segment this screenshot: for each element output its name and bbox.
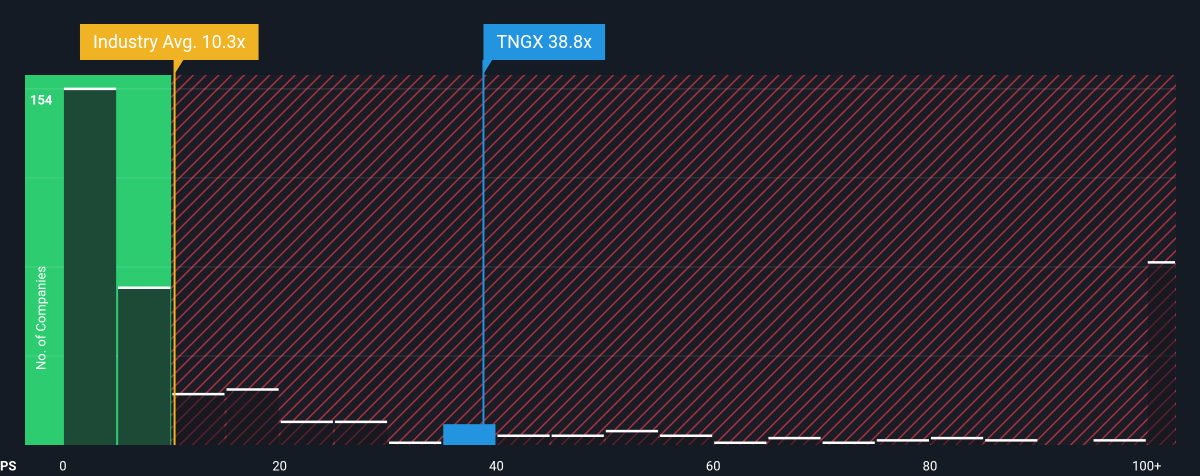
annotation-pointer — [483, 58, 494, 74]
histogram-bar — [118, 287, 171, 445]
annotation-box — [79, 24, 259, 60]
annotation-text: Industry Avg. 10.3x — [93, 32, 246, 53]
histogram-bar — [63, 88, 117, 445]
above-average-region — [171, 75, 1177, 445]
annotation-pointer — [174, 58, 185, 74]
histogram-bar — [1147, 262, 1175, 445]
annotation-box — [483, 24, 606, 60]
histogram-bar — [985, 440, 1038, 445]
histogram-bar — [497, 435, 550, 445]
histogram-bar — [768, 438, 821, 445]
y-tick-label: 154 — [30, 93, 53, 108]
histogram-bar — [930, 438, 984, 445]
x-tick-label: 100+ — [1132, 459, 1161, 474]
x-axis-title: PS — [0, 459, 16, 474]
x-tick-label: 0 — [59, 459, 66, 474]
histogram-bar — [334, 421, 388, 445]
x-tick-label: 40 — [489, 459, 504, 474]
x-tick-label: 80 — [923, 459, 938, 474]
x-tick-label: 60 — [706, 459, 721, 474]
annotation-label: TNGX 38.8x — [483, 24, 606, 74]
annotation-label: Industry Avg. 10.3x — [79, 24, 259, 74]
histogram-bar — [443, 424, 496, 445]
histogram-bar — [226, 389, 279, 445]
histogram-bar — [1093, 440, 1146, 445]
histogram-bar — [172, 394, 225, 445]
y-axis-title: No. of Companies — [34, 266, 49, 370]
histogram-bar — [605, 431, 659, 445]
histogram-bar — [280, 421, 333, 445]
histogram-bar — [660, 435, 713, 445]
annotation-text: TNGX 38.8x — [496, 32, 592, 53]
x-tick-label: 20 — [272, 459, 287, 474]
histogram-bar — [876, 440, 929, 445]
histogram-bar — [551, 435, 604, 445]
